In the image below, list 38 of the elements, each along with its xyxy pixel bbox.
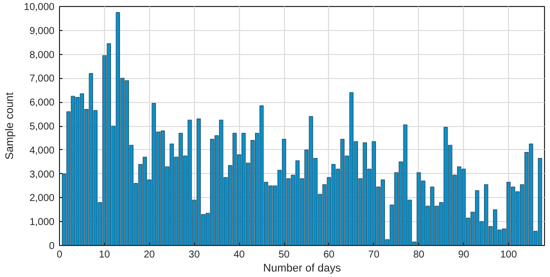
bar xyxy=(80,93,84,246)
bar xyxy=(538,158,542,246)
y-axis-title: Sample count xyxy=(4,92,16,160)
x-axis-title: Number of days xyxy=(263,262,342,274)
x-tick-label: 30 xyxy=(188,250,200,260)
x-tick-label: 100 xyxy=(500,250,518,260)
x-tick-label: 90 xyxy=(458,250,470,260)
y-tick-label: 8,000 xyxy=(29,50,55,61)
x-tick-label: 60 xyxy=(323,250,335,260)
bar xyxy=(506,182,511,246)
x-tick-label: 10 xyxy=(98,250,110,260)
x-tick-label: 50 xyxy=(278,250,290,260)
x-tick-label: 40 xyxy=(234,250,246,260)
y-tick-label: 6,000 xyxy=(29,98,55,109)
y-tick-label: 10,000 xyxy=(24,2,55,13)
bar xyxy=(331,164,336,246)
y-tick-label: 7,000 xyxy=(29,74,55,85)
x-tick-label: 80 xyxy=(413,250,425,260)
y-tick-label: 4,000 xyxy=(29,145,55,156)
bar xyxy=(259,105,264,246)
bar xyxy=(75,97,80,246)
bar xyxy=(308,116,314,246)
x-tick-label: 70 xyxy=(368,250,380,260)
y-tick-label: 0 xyxy=(48,241,55,252)
bar xyxy=(268,185,273,246)
bar xyxy=(295,160,300,246)
y-tick-label: 5,000 xyxy=(29,122,55,132)
bar xyxy=(340,138,345,246)
y-tick-label: 3,000 xyxy=(29,169,55,180)
y-tick-label: 2,000 xyxy=(29,193,55,204)
bar xyxy=(282,138,286,246)
bar xyxy=(88,73,94,246)
x-tick-label: 20 xyxy=(144,250,156,260)
y-tick-label: 9,000 xyxy=(29,26,55,37)
y-tick-label: 1,000 xyxy=(29,217,55,228)
bar xyxy=(70,96,76,246)
x-tick-label: 0 xyxy=(56,250,63,260)
bar xyxy=(528,144,534,246)
